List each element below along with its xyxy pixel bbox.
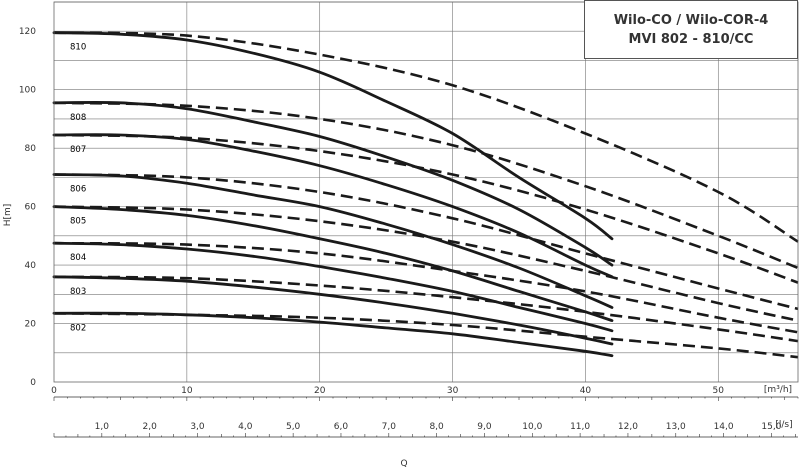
series-808-dashed-curve xyxy=(53,101,799,270)
series-label-804: 804 xyxy=(70,253,86,263)
series-804-solid-curve xyxy=(52,241,614,333)
y-tick-label: 20 xyxy=(25,320,37,330)
series-label-805: 805 xyxy=(70,217,86,227)
x-tick-label-m3h: 10 xyxy=(181,386,193,396)
series-810-dashed-curve xyxy=(53,31,799,243)
y-axis-label: H[m] xyxy=(3,204,13,227)
curve-labels: 810 808 807 806 805 804 803 802 xyxy=(70,43,86,334)
x-tick-label-ls: 4,0 xyxy=(238,422,253,432)
x-tick-label-ls: 7,0 xyxy=(382,422,397,432)
series-810-solid-curve xyxy=(52,31,614,241)
x-unit-top: [m³/h] xyxy=(764,385,792,395)
x-tick-label-ls: 13,0 xyxy=(666,422,686,432)
x-tick-label-ls: 12,0 xyxy=(618,422,638,432)
y-tick-label: 80 xyxy=(25,144,37,154)
title-line-1: Wilo-CO / Wilo-COR-4 xyxy=(613,12,769,28)
series-805-solid-curve xyxy=(52,205,614,322)
series-label-807: 807 xyxy=(70,145,86,155)
x-tick-label-ls: 9,0 xyxy=(477,422,492,432)
series-label-808: 808 xyxy=(70,113,86,123)
series-802-dashed-curve xyxy=(53,312,799,359)
series-label-810: 810 xyxy=(70,43,86,53)
y-tick-label: 60 xyxy=(25,203,37,213)
x-tick-label-m3h: 0 xyxy=(51,386,57,396)
plot-frame xyxy=(53,1,799,383)
x-tick-label-ls: 11,0 xyxy=(570,422,590,432)
x-tick-label-ls: 14,0 xyxy=(714,422,734,432)
curves xyxy=(52,31,799,359)
x-tick-label-ls: 1,0 xyxy=(95,422,110,432)
series-807-dashed-curve xyxy=(53,133,799,284)
series-808-solid-curve xyxy=(52,101,614,267)
axes: 0 20 40 60 80 100 120 0 10 20 30 40 50 1,0 2,0 3,0 4,0 5,… xyxy=(19,1,799,438)
y-tick-label: 0 xyxy=(30,378,36,388)
series-802-solid-curve xyxy=(52,311,614,358)
x-tick-label-m3h: 40 xyxy=(580,386,592,396)
series-806-solid-curve xyxy=(52,173,614,309)
x-tick-label-ls: 10,0 xyxy=(522,422,542,432)
x-tick-label-m3h: 30 xyxy=(447,386,459,396)
series-803-solid-curve xyxy=(52,275,614,346)
y-tick-label: 120 xyxy=(19,27,36,37)
x-tick-label-ls: 8,0 xyxy=(429,422,444,432)
title-box: Wilo-CO / Wilo-COR-4 MVI 802 - 810/CC xyxy=(584,0,798,59)
title-line-2: MVI 802 - 810/CC xyxy=(628,31,754,47)
x-unit-bottom: [l/s] xyxy=(775,420,792,430)
x-axis-label: Q xyxy=(400,459,407,469)
y-tick-label: 40 xyxy=(25,261,37,271)
series-label-806: 806 xyxy=(70,184,86,194)
x-tick-label-ls: 15,0 xyxy=(761,422,781,432)
series-805-dashed-curve xyxy=(53,205,799,322)
x-tick-label-ls: 3,0 xyxy=(190,422,205,432)
series-806-dashed-curve xyxy=(53,173,799,311)
series-label-803: 803 xyxy=(70,287,86,297)
x-tick-label-ls: 6,0 xyxy=(334,422,349,432)
x-tick-label-m3h: 20 xyxy=(314,386,326,396)
y-tick-label: 100 xyxy=(19,86,36,96)
series-803-dashed-curve xyxy=(53,275,799,343)
x-tick-label-m3h: 50 xyxy=(713,386,725,396)
x-tick-label-ls: 2,0 xyxy=(142,422,157,432)
x-tick-label-ls: 5,0 xyxy=(286,422,301,432)
series-804-dashed-curve xyxy=(53,241,799,334)
series-807-solid-curve xyxy=(52,133,614,279)
series-label-802: 802 xyxy=(70,323,86,333)
